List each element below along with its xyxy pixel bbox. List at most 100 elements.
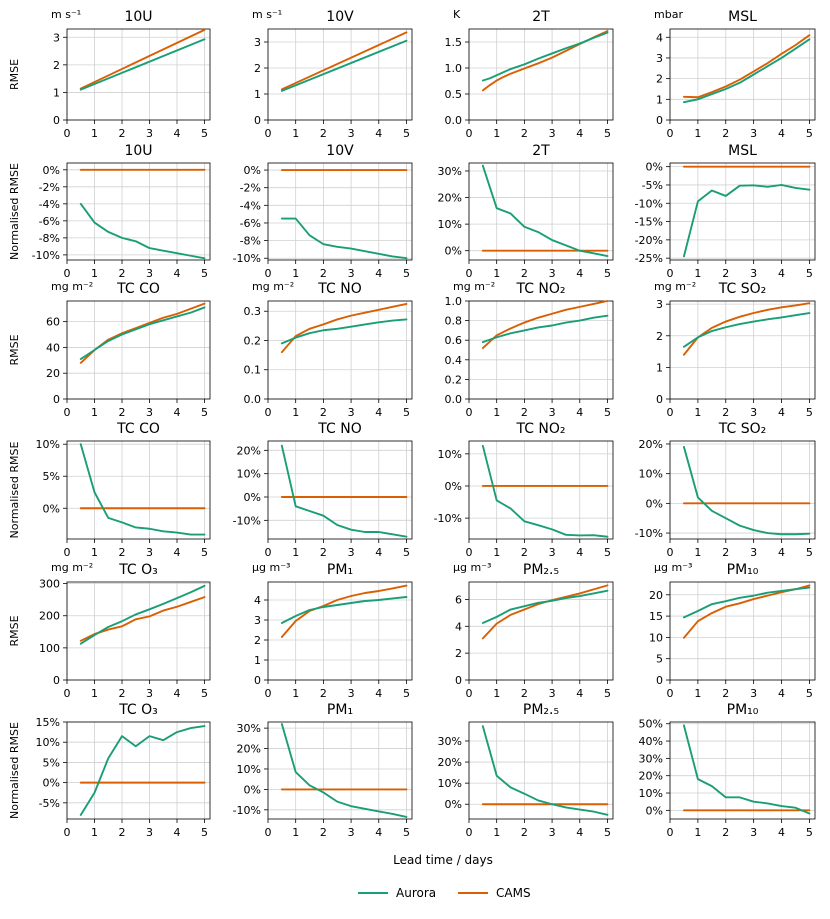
x-tick-label: 3 <box>750 546 757 559</box>
y-tick-label: 200 <box>39 610 60 623</box>
row-ylabel: Normalised RMSE <box>8 163 21 260</box>
y-tick-label: 4 <box>656 31 663 44</box>
series-line-aurora <box>280 444 408 538</box>
x-tick-label: 4 <box>174 546 181 559</box>
panel-6-10v: 0% -2% -4% -6% -8% -10% 0 1 2 3 4 5 10V <box>233 143 413 280</box>
series-line-aurora <box>481 31 609 82</box>
unit-label: µg m⁻³ <box>453 561 491 574</box>
series-line-cams <box>79 302 206 364</box>
x-tick-label: 5 <box>604 127 611 140</box>
x-tick-label: 5 <box>604 406 611 419</box>
y-tick-label: 20 <box>46 367 60 380</box>
x-tick-label: 0 <box>667 687 674 700</box>
x-tick-label: 3 <box>549 546 556 559</box>
y-tick-label: 30% <box>639 752 663 765</box>
plot-frame <box>66 162 211 261</box>
plot-frame <box>66 440 211 540</box>
y-tick-label: 30% <box>438 165 462 178</box>
x-tick-label: 3 <box>348 267 355 280</box>
y-tick-label: 30% <box>438 735 462 748</box>
panel-title: PM₁ <box>327 562 353 578</box>
y-tick-label: 0 <box>656 114 663 127</box>
series-line-aurora <box>79 202 206 260</box>
series-line-cams <box>280 584 408 638</box>
plot-frame <box>267 28 413 121</box>
unit-label: m s⁻¹ <box>51 8 81 21</box>
panel-13-tc-co: 10% 5% 0% 0 1 2 3 4 5 TC CO <box>36 421 211 559</box>
y-tick-label: -25% <box>635 252 663 265</box>
unit-label: mg m⁻² <box>654 280 696 293</box>
x-tick-label: 5 <box>604 687 611 700</box>
y-tick-label: -5% <box>642 179 663 192</box>
y-tick-label: 6 <box>455 593 462 606</box>
y-tick-label: 20% <box>639 770 663 783</box>
x-tick-label: 3 <box>348 546 355 559</box>
y-tick-label: -10% <box>635 197 663 210</box>
x-tick-label: 1 <box>493 127 500 140</box>
x-tick-label: 5 <box>403 826 410 839</box>
panel-title: PM₁ <box>327 702 353 718</box>
x-tick-label: 5 <box>604 546 611 559</box>
panel-10-tc-no: 0.0 0.1 0.2 0.3 0 1 2 3 4 5 TC NO mg m⁻² <box>244 280 413 419</box>
series-line-aurora <box>79 306 206 360</box>
x-tick-label: 1 <box>694 546 701 559</box>
x-tick-label: 3 <box>549 687 556 700</box>
x-tick-label: 1 <box>91 127 98 140</box>
x-tick-label: 2 <box>320 687 327 700</box>
x-tick-label: 3 <box>750 267 757 280</box>
panel-5-10u: 0% -2% -4% -6% -8% -10% 0 1 2 3 4 5 10U <box>32 143 211 280</box>
x-tick-label: 1 <box>292 267 299 280</box>
row-ylabel: RMSE <box>8 615 21 646</box>
x-tick-label: 2 <box>320 546 327 559</box>
x-tick-label: 4 <box>576 546 583 559</box>
x-tick-label: 1 <box>292 406 299 419</box>
series-line-aurora <box>481 164 609 257</box>
y-tick-label: 0% <box>445 798 462 811</box>
y-tick-label: -2% <box>39 181 60 194</box>
panel-title: TC SO₂ <box>718 281 766 297</box>
x-tick-label: 4 <box>576 687 583 700</box>
x-tick-label: 0 <box>667 267 674 280</box>
x-tick-label: 1 <box>292 127 299 140</box>
panel-title: PM₁₀ <box>727 702 759 718</box>
x-tick-label: 3 <box>146 826 153 839</box>
x-tick-label: 2 <box>722 127 729 140</box>
plot-frame <box>267 721 413 820</box>
y-tick-label: -4% <box>39 198 60 211</box>
y-tick-label: 0% <box>43 502 60 515</box>
unit-label: mg m⁻² <box>51 561 93 574</box>
y-tick-label: 0% <box>244 491 261 504</box>
legend-label-cams: CAMS <box>496 886 531 900</box>
y-tick-label: 20% <box>438 756 462 769</box>
x-tick-label: 2 <box>521 826 528 839</box>
x-tick-label: 4 <box>576 127 583 140</box>
y-tick-label: 0% <box>43 164 60 177</box>
panel-title: 2T <box>532 143 550 159</box>
y-tick-label: 10% <box>438 777 462 790</box>
panel-14-tc-no: 20% 10% 0% -10% 0 1 2 3 4 5 TC NO <box>233 421 413 559</box>
y-tick-label: -20% <box>635 234 663 247</box>
panel-19-pm-: 0 2 4 6 0 1 2 3 4 5 PM₂.₅ µg m⁻³ <box>453 561 614 700</box>
x-tick-label: 3 <box>750 127 757 140</box>
plot-frame <box>468 440 614 540</box>
y-tick-label: 0.8 <box>445 315 463 328</box>
x-tick-label: 2 <box>119 267 126 280</box>
x-tick-label: 1 <box>91 826 98 839</box>
x-tick-label: 5 <box>806 406 813 419</box>
x-tick-label: 0 <box>265 406 272 419</box>
plot-frame <box>669 440 816 540</box>
y-tick-label: 15% <box>36 716 60 729</box>
x-tick-label: 3 <box>750 826 757 839</box>
y-tick-label: 3 <box>254 614 261 627</box>
x-tick-label: 0 <box>466 267 473 280</box>
panel-2-10v: 0 1 2 3 0 1 2 3 4 5 10V m s⁻¹ <box>252 8 413 140</box>
panel-title: TC CO <box>116 421 160 437</box>
series-line-aurora <box>79 38 206 91</box>
x-tick-label: 2 <box>119 687 126 700</box>
x-tick-label: 0 <box>667 406 674 419</box>
x-tick-label: 4 <box>375 546 382 559</box>
y-tick-label: 10% <box>639 787 663 800</box>
panel-title: PM₂.₅ <box>523 702 559 718</box>
panel-9-tc-co: 0 20 40 60 0 1 2 3 4 5 TC CO mg m⁻² <box>46 280 211 419</box>
